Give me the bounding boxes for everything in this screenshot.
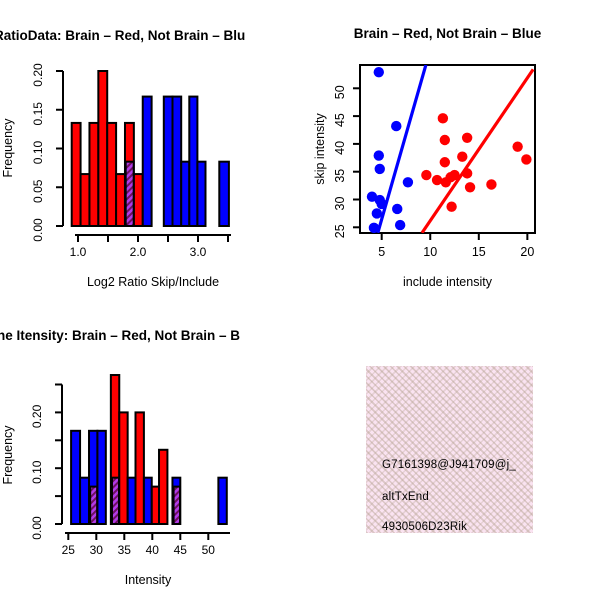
fit-line-not-brain bbox=[376, 65, 428, 233]
y-tick-label: 40 bbox=[333, 141, 347, 155]
y-tick-label: 0.05 bbox=[31, 179, 45, 203]
scatter-point-brain bbox=[512, 141, 523, 152]
scatter-point-not-brain bbox=[371, 208, 383, 219]
hist-bar-blue bbox=[218, 160, 230, 227]
y-axis-title: Frequency bbox=[1, 118, 15, 178]
info-line-gene-symbol: 4930506D23Rik bbox=[382, 521, 468, 533]
x-tick-label: 5 bbox=[378, 245, 385, 259]
y-tick-label: 0.10 bbox=[31, 140, 45, 164]
scatter-point-not-brain bbox=[373, 66, 384, 78]
scatter-point-brain bbox=[431, 174, 443, 186]
hist-bar-overlap-hatched bbox=[172, 485, 182, 525]
x-axis-title: Log2 Ratio Skip/Include bbox=[87, 275, 219, 289]
y-tick-label: 0.10 bbox=[30, 460, 44, 484]
x-tick-label: 30 bbox=[90, 543, 104, 557]
x-tick-label: 35 bbox=[118, 543, 132, 557]
hist-bar-red bbox=[70, 121, 82, 227]
x-axis-title: include intensity bbox=[403, 275, 493, 289]
hist-bar-overlap-hatched bbox=[124, 160, 135, 227]
info-line-event-type: altTxEnd bbox=[382, 491, 429, 503]
y-axis-title: Frequency bbox=[1, 425, 15, 485]
x-tick-label: 1.0 bbox=[70, 245, 87, 259]
scatter-point-brain bbox=[421, 169, 432, 181]
y-tick-label: 50 bbox=[333, 85, 347, 99]
y-tick-label: 35 bbox=[333, 169, 347, 183]
y-tick-label: 0.00 bbox=[30, 516, 44, 540]
hist-bar-red bbox=[106, 121, 118, 227]
hist-bar-blue bbox=[70, 429, 82, 525]
hist-bar-red bbox=[115, 173, 126, 227]
x-tick-label: 3.0 bbox=[190, 245, 207, 259]
x-tick-label: 10 bbox=[423, 245, 437, 259]
hist-bar-red bbox=[132, 173, 144, 227]
scatter-point-brain bbox=[439, 157, 451, 168]
y-tick-label: 0.20 bbox=[31, 63, 45, 87]
hist-bar-red bbox=[88, 121, 100, 227]
hist-bar-blue bbox=[188, 95, 199, 227]
hist-bar-blue bbox=[171, 95, 183, 227]
x-tick-label: 25 bbox=[62, 543, 76, 557]
scatter-point-not-brain bbox=[392, 203, 403, 215]
x-tick-label: 15 bbox=[472, 245, 486, 259]
hist-bar-blue bbox=[96, 429, 107, 525]
hist-bar-blue bbox=[141, 95, 153, 227]
fit-line-brain bbox=[420, 68, 535, 233]
scatter-point-brain bbox=[439, 134, 451, 146]
panel-scatter-intensity: 5 10 15 20 25 30 35 40 45 50 Brain – Red, Not Brai… bbox=[313, 26, 542, 289]
hist-bar-blue bbox=[180, 160, 191, 227]
x-tick-label: 50 bbox=[202, 543, 216, 557]
scatter-point-not-brain bbox=[394, 219, 406, 231]
info-line-probe-id: G7161398@J941709@j_ bbox=[382, 459, 516, 471]
hist-bar-red bbox=[118, 411, 129, 525]
panel-info: G7161398@J941709@j_ altTxEnd 4930506D23R… bbox=[300, 300, 600, 600]
hist-bar-red bbox=[79, 173, 91, 227]
hist-bar-blue bbox=[162, 95, 174, 227]
hist-bar-blue bbox=[142, 476, 153, 526]
scatter-point-brain bbox=[446, 201, 457, 212]
scatter-point-not-brain bbox=[402, 177, 414, 188]
scatter-point-brain bbox=[461, 132, 473, 143]
hist-bar-red bbox=[134, 411, 145, 525]
scatter-point-not-brain bbox=[373, 150, 384, 161]
x-tick-label: 40 bbox=[146, 543, 160, 557]
x-tick-label: 45 bbox=[174, 543, 188, 557]
panel-hist-intensity: 0.00 0.10 0.20 25 30 35 40 45 50 ne Itensity: Bra… bbox=[0, 328, 240, 587]
x-axis-title: Intensity bbox=[125, 573, 172, 587]
scatter-point-brain bbox=[437, 113, 449, 124]
scatter-point-brain bbox=[521, 154, 532, 165]
hist-bar-blue bbox=[217, 476, 228, 526]
scatter-point-not-brain bbox=[391, 120, 402, 132]
hist-bar-red bbox=[158, 448, 169, 525]
x-tick-label: 2.0 bbox=[130, 245, 147, 259]
y-tick-label: 30 bbox=[333, 197, 347, 211]
y-tick-label: 0.00 bbox=[31, 218, 45, 242]
chart-title: Brain – Red, Not Brain – Blue bbox=[354, 26, 542, 41]
hist-bar-blue bbox=[196, 160, 207, 227]
scatter-point-brain bbox=[486, 179, 497, 190]
hist-bar-overlap-hatched bbox=[89, 485, 99, 525]
y-tick-label: 0.20 bbox=[30, 404, 44, 428]
hist-bar-blue bbox=[126, 476, 137, 526]
y-axis-title: skip intensity bbox=[313, 112, 327, 184]
plot-box bbox=[359, 64, 536, 234]
hist-bar-overlap-hatched bbox=[110, 476, 120, 526]
y-tick-label: 0.15 bbox=[31, 102, 45, 126]
hist-bar-blue bbox=[79, 476, 91, 526]
y-tick-label: 25 bbox=[333, 224, 347, 238]
scatter-point-not-brain bbox=[368, 222, 380, 233]
info-box: G7161398@J941709@j_ altTxEnd 4930506D23R… bbox=[366, 366, 533, 533]
hist-bar-red bbox=[97, 70, 109, 227]
panel-hist-log2ratio: 0.00 0.05 0.10 0.15 0.20 1.0 2.0 3.0 RatioData: … bbox=[0, 28, 245, 289]
scatter-point-not-brain bbox=[366, 191, 378, 202]
chart-title: RatioData: Brain – Red, Not Brain – Blu bbox=[0, 28, 245, 43]
scatter-point-brain bbox=[449, 169, 460, 181]
chart-title: ne Itensity: Brain – Red, Not Brain – B bbox=[0, 328, 240, 343]
x-tick-label: 20 bbox=[520, 245, 534, 259]
y-tick-label: 45 bbox=[333, 113, 347, 127]
scatter-point-brain bbox=[464, 182, 476, 193]
hist-bar-red bbox=[150, 485, 161, 525]
scatter-point-brain bbox=[457, 151, 468, 162]
scatter-point-not-brain bbox=[374, 163, 385, 175]
